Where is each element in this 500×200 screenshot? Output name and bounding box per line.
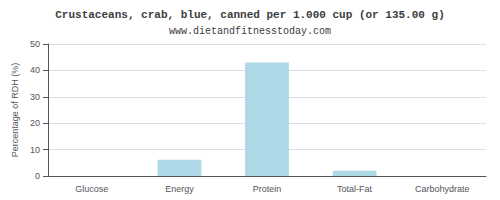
- svg-text:30: 30: [30, 92, 40, 102]
- svg-text:www.dietandfitnesstoday.com: www.dietandfitnesstoday.com: [169, 26, 331, 37]
- svg-text:0: 0: [35, 171, 40, 181]
- svg-text:Total-Fat: Total-Fat: [337, 184, 373, 194]
- svg-text:Percentage of RDH (%): Percentage of RDH (%): [10, 63, 20, 158]
- svg-text:20: 20: [30, 118, 40, 128]
- svg-text:50: 50: [30, 39, 40, 49]
- svg-text:Carbohydrate: Carbohydrate: [415, 184, 470, 194]
- svg-text:Glucose: Glucose: [75, 184, 108, 194]
- svg-text:Energy: Energy: [165, 184, 194, 194]
- svg-text:Crustaceans, crab, blue, canne: Crustaceans, crab, blue, canned per 1.00…: [55, 9, 444, 21]
- svg-text:10: 10: [30, 145, 40, 155]
- svg-text:Protein: Protein: [253, 184, 282, 194]
- svg-text:40: 40: [30, 65, 40, 75]
